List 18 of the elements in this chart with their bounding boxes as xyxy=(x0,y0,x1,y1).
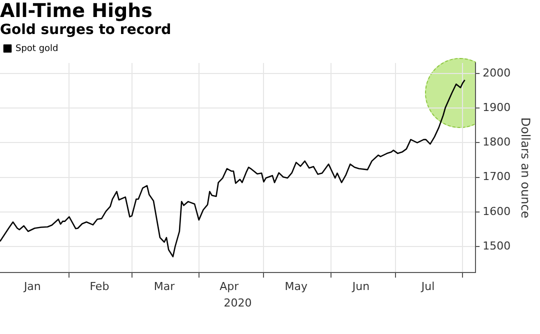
x-axis-title: 2020 xyxy=(224,296,252,310)
y-tick-label: 1800 xyxy=(482,136,511,149)
y-tick-label: 1900 xyxy=(482,100,511,114)
x-tick-label: Mar xyxy=(154,280,176,294)
chart-title: All-Time Highs xyxy=(0,0,152,22)
x-tick-label: May xyxy=(284,280,308,294)
x-tick-label: Apr xyxy=(220,280,240,294)
x-tick-label: Feb xyxy=(90,280,110,294)
y-axis-title: Dollars an ounce xyxy=(518,117,533,218)
legend-label: Spot gold xyxy=(16,44,58,54)
y-tick-label: 1600 xyxy=(482,204,511,218)
x-tick-label: Jul xyxy=(420,280,435,294)
x-tick-label: Jan xyxy=(22,280,41,294)
x-tick-label: Jun xyxy=(351,280,370,294)
y-tick-label: 1500 xyxy=(482,239,511,252)
y-tick-label: 1700 xyxy=(482,170,511,184)
chart-subtitle: Gold surges to record xyxy=(0,22,172,38)
y-tick-label: 2000 xyxy=(482,66,511,80)
